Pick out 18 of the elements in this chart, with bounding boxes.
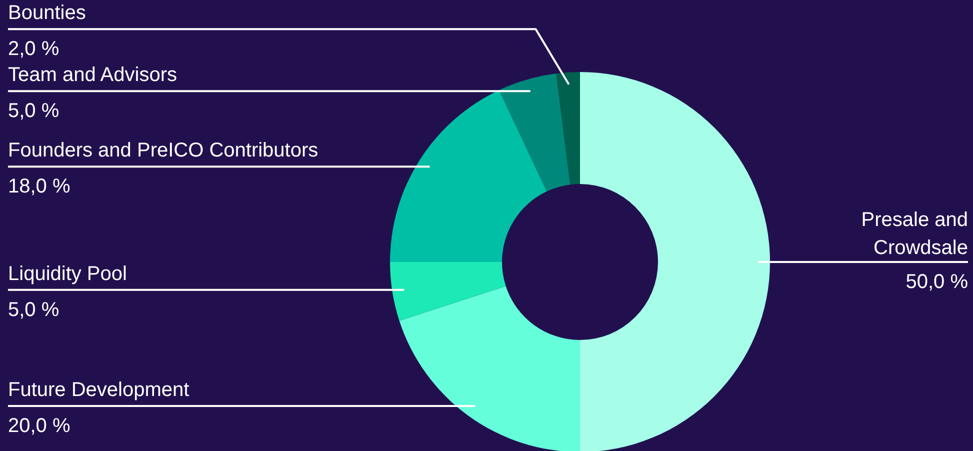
slice-label: Founders and PreICO Contributors <box>8 140 318 162</box>
slice-label: Liquidity Pool <box>8 262 127 285</box>
donut-slice <box>580 72 770 451</box>
donut-slice <box>556 72 580 185</box>
donut-slice <box>390 262 506 321</box>
donut-slice <box>399 286 580 451</box>
data-label: 50,0 % <box>906 271 968 293</box>
slice-label: Future Development <box>8 379 190 402</box>
data-label: 2,0 % <box>8 38 60 60</box>
donut-slice <box>499 74 570 192</box>
donut-slice <box>390 90 547 262</box>
data-label: 5,0 % <box>8 100 60 122</box>
slice-label: Presale and Crowdsale <box>861 209 968 259</box>
slice-label: Bounties <box>8 2 86 24</box>
data-label: 5,0 % <box>8 298 60 321</box>
data-label: 18,0 % <box>8 176 70 198</box>
data-label: 20,0 % <box>8 415 70 438</box>
slice-label: Team and Advisors <box>8 64 177 86</box>
